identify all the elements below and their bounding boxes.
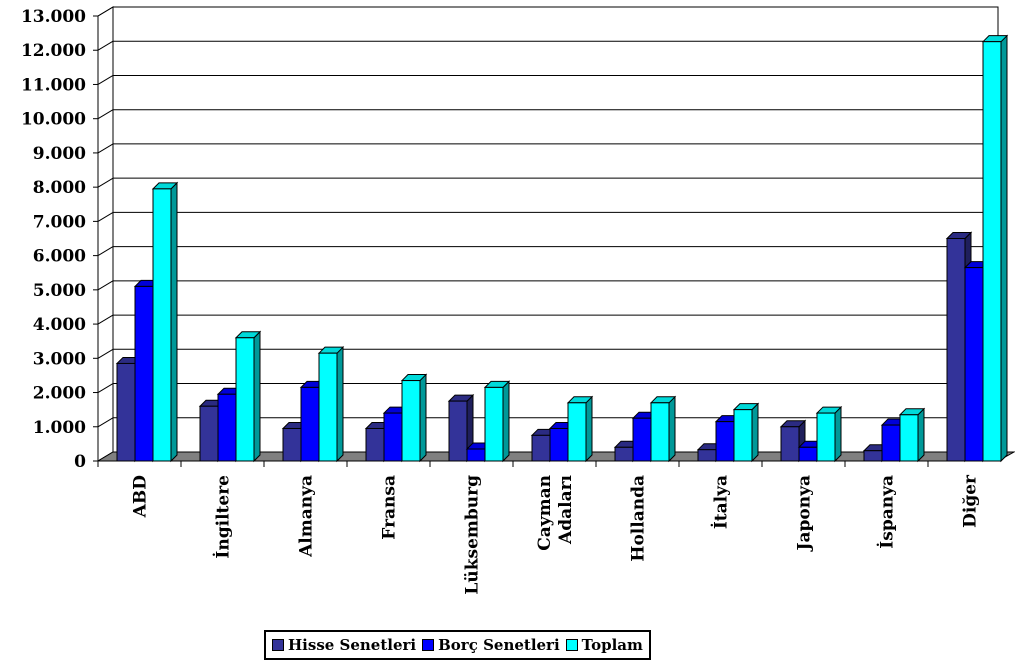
bar-hisse-senetleri xyxy=(531,434,551,462)
y-tick-label: 9.000 xyxy=(33,144,86,164)
legend-swatch-borc xyxy=(422,639,435,651)
y-tick-label: 6.000 xyxy=(33,247,86,267)
gridline-depth xyxy=(97,348,114,359)
x-tick-label: ABD xyxy=(131,475,151,519)
bar-toplam xyxy=(733,409,753,462)
bar-hisse-senetleri xyxy=(448,400,468,462)
bar-hisse-senetleri xyxy=(946,238,966,462)
bar-borc-senetleri xyxy=(466,448,486,462)
x-tick-label: Diğer xyxy=(961,474,981,528)
bar-side-toplam xyxy=(336,345,344,463)
gridline-depth xyxy=(97,211,114,222)
bar-borc-senetleri xyxy=(964,267,984,462)
bar-borc-senetleri xyxy=(881,424,901,462)
y-tick-label: 1.000 xyxy=(33,418,86,438)
legend-item-borc: Borç Senetleri xyxy=(422,636,560,654)
y-tick-label: 13.000 xyxy=(21,7,86,27)
y-tick-label: 3.000 xyxy=(33,349,86,369)
x-tick-label: Lüksemburg xyxy=(463,475,483,595)
x-tick-label: Fransa xyxy=(380,475,400,540)
chart-legend: Hisse Senetleri Borç Senetleri Toplam xyxy=(264,630,651,660)
y-tick-label: 7.000 xyxy=(33,212,86,232)
bar-toplam xyxy=(982,41,1002,462)
bar-toplam xyxy=(567,402,587,462)
x-tick-label: Adaları xyxy=(556,474,576,545)
bar-hisse-senetleri xyxy=(863,450,883,462)
bar-toplam xyxy=(401,380,421,462)
y-tick-label: 10.000 xyxy=(21,110,86,130)
bar-toplam xyxy=(650,402,670,462)
gridline-depth xyxy=(97,109,114,120)
gridline-depth xyxy=(97,177,114,188)
bar-side-toplam xyxy=(502,380,510,463)
bar-toplam xyxy=(318,352,338,462)
bar-side-toplam xyxy=(170,181,178,463)
bar-side-toplam xyxy=(751,402,759,463)
bar-side-toplam xyxy=(917,407,925,463)
bar-hisse-senetleri xyxy=(199,405,219,462)
bar-side-toplam xyxy=(834,405,842,463)
bar-toplam xyxy=(152,188,172,462)
legend-label-toplam: Toplam xyxy=(581,636,643,654)
x-tick-label: Cayman xyxy=(535,475,555,551)
legend-swatch-toplam xyxy=(565,639,578,651)
bar-toplam xyxy=(235,337,255,462)
gridline-depth xyxy=(97,246,114,257)
bar-toplam xyxy=(484,386,504,462)
bar-hisse-senetleri xyxy=(780,426,800,462)
legend-item-hisse: Hisse Senetleri xyxy=(272,636,416,654)
x-tick-label: Hollanda xyxy=(629,475,649,562)
x-tick-label: İspanya xyxy=(877,475,898,549)
bar-borc-senetleri xyxy=(715,421,735,462)
gridline-depth xyxy=(97,417,114,428)
x-tick-label: İngiltere xyxy=(213,475,234,559)
bar-borc-senetleri xyxy=(217,393,237,462)
gridline-depth xyxy=(97,143,114,154)
gridline-depth xyxy=(97,75,114,85)
bar-borc-senetleri xyxy=(383,412,403,462)
y-tick-label: 2.000 xyxy=(33,384,86,404)
gridline-depth xyxy=(97,40,114,51)
legend-item-toplam: Toplam xyxy=(565,636,643,654)
x-tick-label: Almanya xyxy=(297,475,317,558)
y-tick-label: 5.000 xyxy=(33,281,86,301)
bar-hisse-senetleri xyxy=(116,362,136,462)
side-wall xyxy=(97,6,114,462)
gridline-depth xyxy=(97,6,114,17)
x-tick-label: İtalya xyxy=(711,475,732,529)
bar-borc-senetleri xyxy=(300,386,320,462)
y-tick-label: 4.000 xyxy=(33,315,86,335)
y-tick-label: 8.000 xyxy=(33,178,86,198)
bar-borc-senetleri xyxy=(549,427,569,462)
bar-side-toplam xyxy=(585,395,593,463)
y-tick-label: 12.000 xyxy=(21,41,86,61)
legend-swatch-hisse xyxy=(272,639,284,651)
y-tick-label: 11.000 xyxy=(21,75,86,95)
bar-hisse-senetleri xyxy=(697,449,717,462)
bar-side-toplam xyxy=(1000,34,1008,463)
bar-hisse-senetleri xyxy=(282,427,302,462)
bar-side-toplam xyxy=(419,373,427,463)
legend-label-hisse: Hisse Senetleri xyxy=(288,636,417,654)
bar-borc-senetleri xyxy=(134,285,154,462)
gridline-depth xyxy=(97,280,114,291)
y-tick-label: 0 xyxy=(74,452,86,472)
bar-hisse-senetleri xyxy=(614,446,634,462)
gridline-depth xyxy=(97,314,114,325)
legend-label-borc: Borç Senetleri xyxy=(438,636,560,654)
bar-side-toplam xyxy=(668,395,676,463)
x-tick-label: Japonya xyxy=(795,475,815,553)
bar-borc-senetleri xyxy=(798,446,818,462)
bar-toplam xyxy=(899,414,919,462)
bar-side-toplam xyxy=(253,330,261,463)
gridline-depth xyxy=(97,383,114,393)
bar-borc-senetleri xyxy=(632,417,652,462)
bar-toplam xyxy=(816,412,836,462)
bar-hisse-senetleri xyxy=(365,427,385,462)
